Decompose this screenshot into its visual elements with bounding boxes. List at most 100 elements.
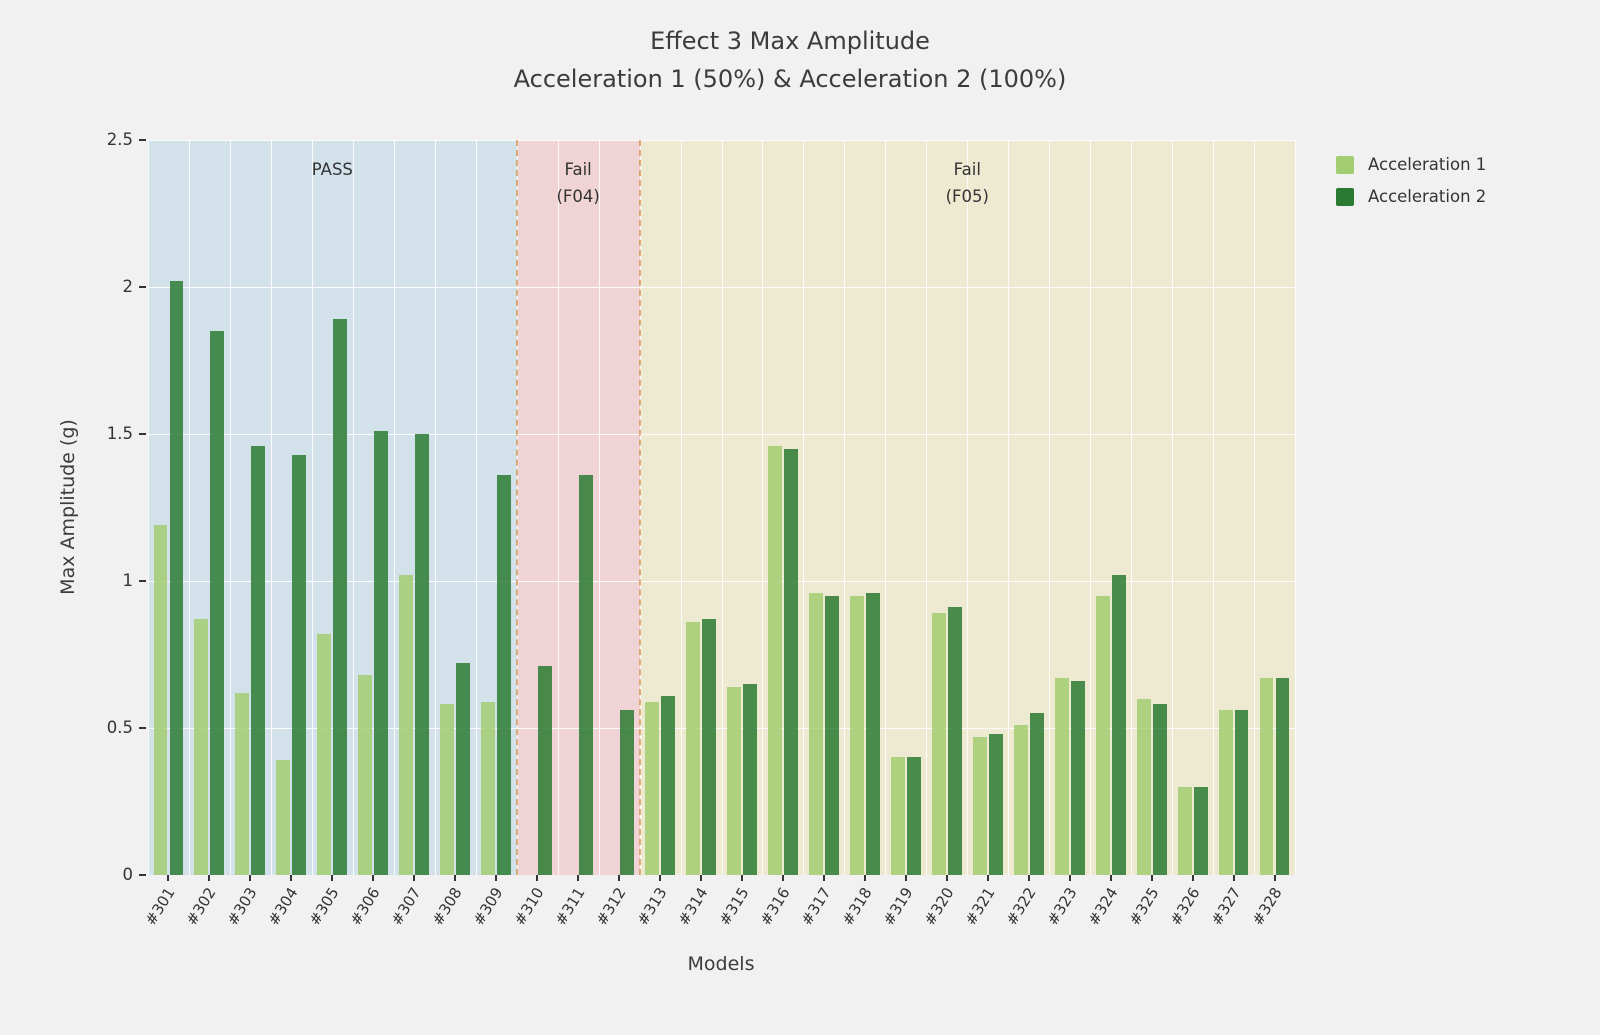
bar-323-series-1 (1054, 678, 1069, 875)
gridline-vertical (885, 140, 887, 875)
x-tick-label: #324 (1084, 884, 1122, 929)
x-tick-label: #318 (838, 884, 876, 929)
gridline-vertical (1295, 140, 1296, 875)
region-label-fail-f04: (F04) (556, 187, 600, 206)
bar-319-series-2 (906, 757, 921, 875)
gridline-vertical (311, 140, 313, 875)
x-tick-mark (536, 875, 539, 881)
region-band-fail-f04 (516, 140, 640, 875)
x-tick-label: #328 (1248, 884, 1286, 929)
bar-304-series-1 (276, 760, 291, 875)
bar-308-series-1 (440, 704, 455, 875)
gridline-vertical (721, 140, 723, 875)
x-tick-label: #305 (305, 884, 343, 929)
x-tick-label: #311 (551, 884, 589, 929)
bar-326-series-2 (1193, 786, 1208, 875)
x-tick-label: #302 (182, 884, 221, 929)
x-tick-label: #314 (674, 884, 712, 929)
bar-321-series-2 (988, 733, 1003, 875)
x-tick-mark (945, 875, 948, 881)
gridline-horizontal (148, 140, 1295, 141)
bar-306-series-1 (358, 675, 373, 875)
gridline-vertical (1049, 140, 1051, 875)
legend: Acceleration 1 Acceleration 2 (1336, 155, 1486, 206)
bar-325-series-2 (1152, 704, 1167, 875)
bar-324-series-2 (1111, 575, 1126, 875)
x-tick-mark (413, 875, 416, 881)
bar-305-series-2 (333, 319, 348, 875)
bar-316-series-2 (783, 448, 798, 875)
gridline-vertical (188, 140, 190, 875)
x-tick-mark (1027, 875, 1030, 881)
y-tick-label: 1 (122, 571, 134, 590)
x-tick-mark (331, 875, 334, 881)
gridline-vertical (270, 140, 272, 875)
x-tick-mark (577, 875, 580, 881)
x-tick-label: #316 (756, 884, 794, 929)
x-tick-label: #304 (264, 884, 303, 929)
bar-321-series-1 (972, 736, 987, 875)
x-tick-mark (249, 875, 252, 881)
gridline-horizontal (148, 287, 1295, 288)
x-tick-label: #308 (428, 884, 466, 929)
bar-306-series-2 (374, 431, 389, 875)
bar-318-series-1 (849, 595, 864, 875)
legend-label: Acceleration 1 (1368, 155, 1487, 174)
x-tick-label: #323 (1043, 884, 1081, 929)
bar-324-series-1 (1095, 595, 1110, 875)
bar-326-series-1 (1177, 786, 1192, 875)
y-tick-label: 1.5 (106, 424, 133, 443)
x-tick-mark (986, 875, 989, 881)
region-divider (515, 140, 518, 875)
gridline-vertical (1254, 140, 1256, 875)
gridline-vertical (148, 140, 149, 875)
y-axis-title: Max Amplitude (g) (57, 419, 79, 595)
gridline-horizontal (148, 728, 1295, 729)
x-tick-label: #303 (223, 884, 262, 929)
x-tick-mark (1191, 875, 1194, 881)
bar-327-series-1 (1218, 710, 1233, 875)
region-label-fail-f05: Fail (953, 160, 981, 179)
bar-313-series-1 (645, 701, 660, 875)
x-tick-mark (740, 875, 743, 881)
bar-318-series-2 (865, 592, 880, 875)
x-tick-mark (781, 875, 784, 881)
bar-327-series-2 (1234, 710, 1249, 875)
bar-322-series-1 (1013, 725, 1028, 875)
bar-328-series-1 (1259, 678, 1274, 875)
bar-311-series-2 (579, 475, 594, 875)
bar-317-series-1 (808, 592, 823, 875)
x-tick-mark (454, 875, 457, 881)
region-label-fail-f05: (F05) (945, 187, 989, 206)
y-tick-label: 2.5 (106, 130, 133, 149)
region-band-pass (148, 140, 517, 875)
gridline-horizontal (148, 434, 1295, 435)
gridline-vertical (557, 140, 559, 875)
bar-320-series-1 (931, 613, 946, 875)
x-tick-label: #320 (920, 884, 958, 929)
gridline-vertical (680, 140, 682, 875)
y-tick-label: 0.5 (106, 718, 133, 737)
x-tick-label: #326 (1166, 884, 1204, 929)
bar-314-series-2 (702, 619, 716, 875)
legend-item-1[interactable]: Acceleration 1 (1336, 155, 1486, 174)
y-tick-label: 2 (122, 277, 134, 296)
gridline-vertical (475, 140, 477, 875)
gridline-vertical (1008, 140, 1010, 875)
x-tick-label: #309 (469, 884, 507, 929)
x-tick-label: #321 (961, 884, 999, 929)
gridline-vertical (434, 140, 436, 875)
legend-item-2[interactable]: Acceleration 2 (1336, 187, 1486, 206)
bar-325-series-1 (1136, 698, 1151, 875)
bar-315-series-1 (727, 686, 741, 875)
x-tick-label: #307 (387, 884, 425, 929)
legend-swatch-icon (1336, 187, 1354, 206)
bar-309-series-2 (497, 475, 512, 875)
x-tick-mark (1232, 875, 1235, 881)
y-tick-mark (139, 286, 146, 288)
x-tick-label: #325 (1125, 884, 1163, 929)
gridline-vertical (926, 140, 928, 875)
y-tick-mark (139, 874, 146, 876)
gridline-vertical (1213, 140, 1215, 875)
region-label-fail-f04: Fail (564, 160, 592, 179)
